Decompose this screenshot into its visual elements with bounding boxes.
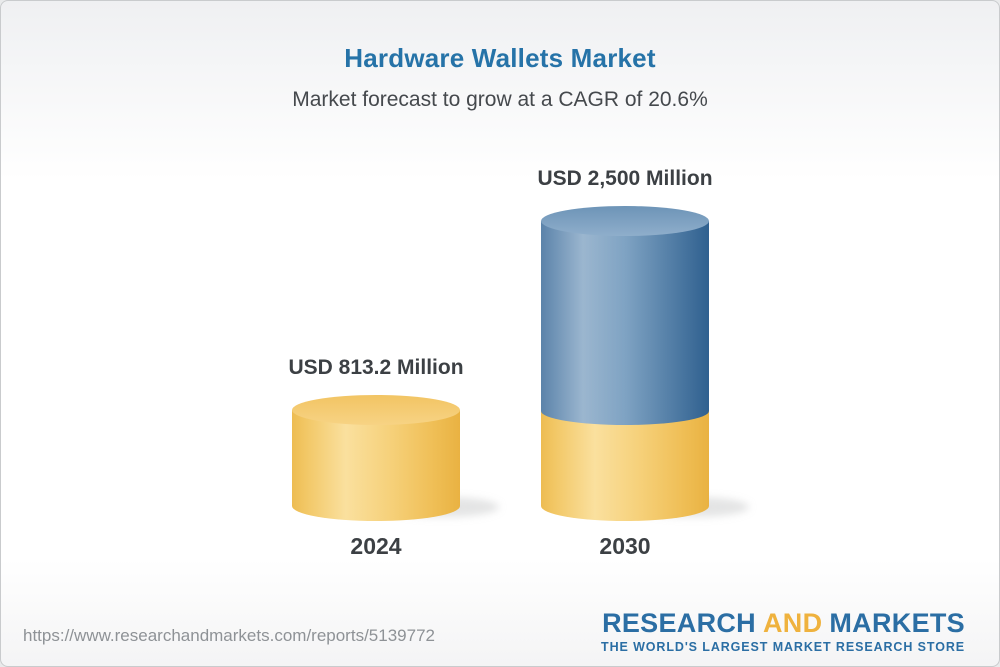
logo-word-and: AND (762, 607, 823, 638)
report-url: https://www.researchandmarkets.com/repor… (23, 626, 435, 645)
category-label-2030: 2030 (599, 533, 651, 559)
logo-tagline: THE WORLD'S LARGEST MARKET RESEARCH STOR… (601, 640, 965, 654)
page-subtitle: Market forecast to grow at a CAGR of 20.… (292, 88, 708, 111)
page-title: Hardware Wallets Market (344, 43, 656, 73)
value-label-2030: USD 2,500 Million (537, 167, 713, 190)
logo-word-markets: MARKETS (829, 607, 965, 638)
bar-2030 (541, 206, 709, 521)
bar-2024 (292, 395, 460, 521)
logo-word-research: RESEARCH (602, 607, 756, 638)
research-and-markets-logo: RESEARCH AND MARKETS THE WORLD'S LARGEST M… (601, 607, 965, 654)
value-label-2024: USD 813.2 Million (288, 356, 464, 379)
logo-wordmark: RESEARCH AND MARKETS (601, 607, 965, 638)
category-label-2024: 2024 (350, 533, 402, 559)
